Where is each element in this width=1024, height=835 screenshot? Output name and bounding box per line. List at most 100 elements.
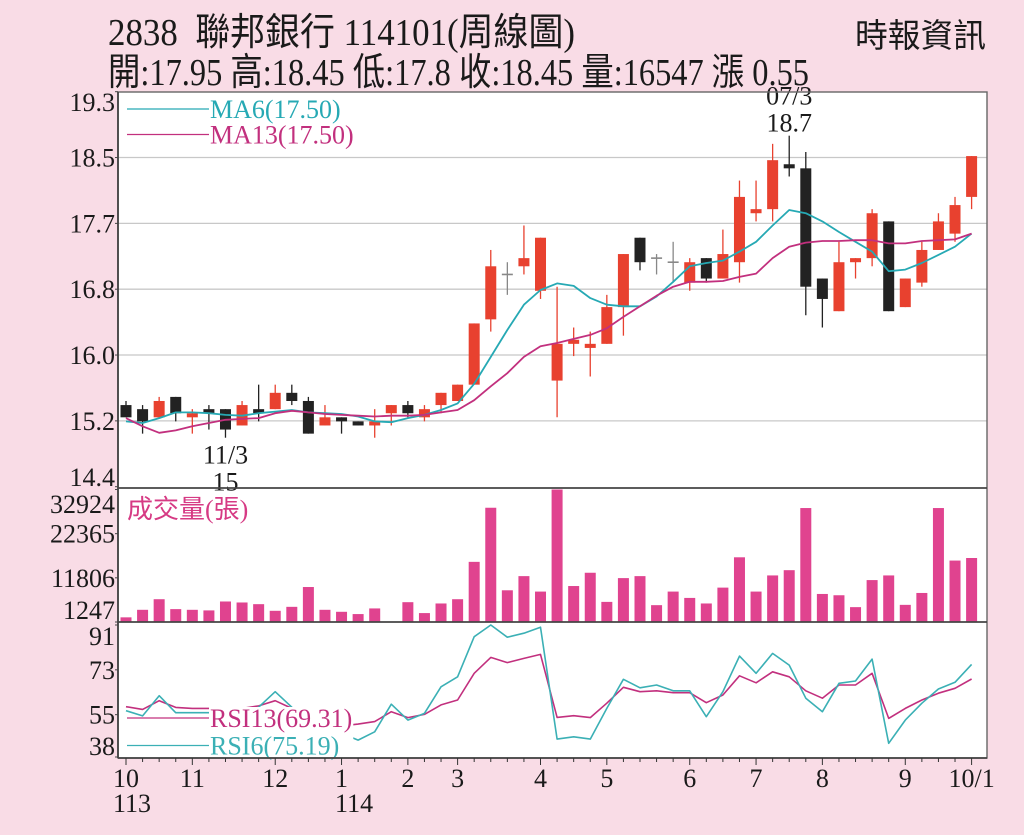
candlestick [203,405,215,430]
candlestick [899,278,911,308]
x-axis-month-label: 11 [180,764,205,793]
volume-bar [452,599,464,622]
volume-bar [584,572,596,622]
volume-bar [684,597,696,622]
x-axis-month-label: 10 [113,764,139,793]
volume-bar [617,578,629,622]
open-value: 17.95 [149,52,222,94]
candle-body [800,168,812,287]
change-label: 漲 [712,52,753,94]
legend-text-ma13: MA13(17.50) [210,121,354,150]
x-axis-month-label: 4 [534,764,547,793]
price-annotations: 07/318.7 11/315 [203,82,812,497]
candlestick [850,258,862,279]
volume-bar [916,592,928,622]
candle-body [402,405,414,414]
annotation-text: 18.7 [766,109,812,138]
candle-body [302,400,314,434]
candle-body [883,221,895,312]
x-axis-year-label: 113 [113,789,151,818]
legend-text-rsi6: RSI6(75.19) [210,732,339,761]
candle-body [137,409,149,422]
candlestick [352,421,364,426]
candle-body [750,209,762,214]
candlestick [269,384,281,410]
legend-text-rsi13: RSI13(69.31) [210,704,352,733]
price-axis-label: 18.5 [70,144,116,173]
ma13-line [125,232,972,434]
candle-body [418,409,430,418]
open-label: 開: [108,52,149,94]
candlestick [319,405,331,426]
candlestick [468,323,480,385]
volume-bar [700,603,712,622]
candle-body [634,237,646,263]
candlestick [601,294,613,344]
volume-bar [783,570,795,622]
candlestick [767,143,779,222]
volume-bar [949,560,961,622]
chart-title: 2838 聯邦銀行 114101(周線圖) [108,12,575,54]
price-axis-label: 19.3 [70,88,116,117]
volume-panel: 成交量(張) [120,489,978,622]
candlestick [916,241,928,287]
volume-bar [717,587,729,622]
volume-bar [750,591,762,622]
candlestick [634,237,646,271]
volume-bar [269,610,281,622]
legend-text-ma6: MA6(17.50) [210,95,341,124]
candlestick [733,180,745,283]
volume-bar [816,593,828,622]
candlestick [816,278,828,328]
volume-bar [518,576,530,622]
stock-code: 2838 [108,12,178,54]
candle-body [485,266,497,320]
candlestick [949,196,961,242]
volume-bar [667,591,679,622]
volume-bar [418,613,430,622]
x-axis-month-label: 6 [683,764,696,793]
candle-body [568,339,580,344]
candle-body [833,262,845,312]
volume-bar [170,609,182,622]
volume-axis-label: 1247 [63,596,115,625]
candle-body [518,258,530,267]
candlestick [418,405,430,422]
candle-body [700,258,712,279]
candle-body [916,249,928,283]
volume-bar [253,604,265,622]
candlesticks [120,135,978,438]
candlestick [783,135,795,177]
candlestick [883,221,895,312]
volume-bar [369,608,381,622]
candle-body [617,254,629,308]
volume-bar [120,617,132,622]
candlestick [120,400,132,418]
candlestick [369,409,381,438]
candle-body [584,343,596,348]
volume-axis-label: 32924 [50,490,115,519]
volume-bar [485,507,497,622]
volume-bar [352,614,364,622]
x-axis-month-label: 3 [451,764,464,793]
chart-type: (周線圖) [447,12,575,54]
close-label: 收: [459,52,500,94]
volume-bar [319,609,331,622]
candle-body [932,221,944,250]
candle-body [816,278,828,299]
volume-bar [153,599,165,622]
candlestick [800,152,812,316]
price-axis-label: 14.4 [70,463,116,492]
low-label: 低: [353,52,394,94]
candlestick [153,396,165,418]
candlestick [336,417,348,434]
candlestick [717,229,729,279]
candle-body [352,421,364,426]
candle-body [153,400,165,418]
volume-bar [286,606,298,622]
candlestick [137,405,149,434]
x-axis-month-label: 10/1 [948,764,994,793]
x-axis-month-label: 8 [816,764,829,793]
candle-body [120,405,132,418]
